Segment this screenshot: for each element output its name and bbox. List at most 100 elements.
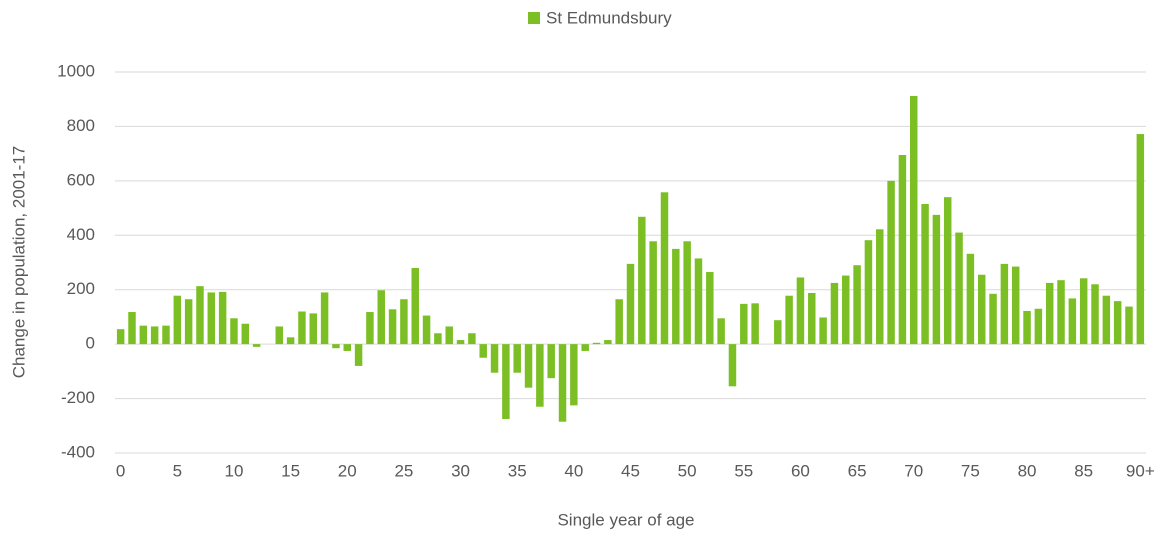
- bar: [490, 344, 499, 373]
- bar: [921, 203, 929, 345]
- bar: [570, 344, 578, 406]
- bar: [649, 241, 657, 345]
- y-axis-label: Change in population, 2001-17: [9, 146, 28, 379]
- x-tick-label: 65: [848, 461, 867, 480]
- bar: [298, 311, 306, 345]
- x-tick-label: 10: [225, 461, 244, 480]
- bar: [638, 216, 646, 345]
- bar: [343, 344, 351, 351]
- bar: [536, 344, 544, 407]
- bar: [672, 248, 680, 345]
- bar: [706, 272, 714, 345]
- bar: [1125, 306, 1133, 345]
- bar: [1136, 134, 1145, 345]
- bar: [581, 344, 589, 351]
- bar: [547, 344, 555, 379]
- x-tick-label: 60: [791, 461, 810, 480]
- y-tick-label: 0: [86, 334, 95, 353]
- bar: [184, 299, 193, 345]
- x-tick-label: 55: [734, 461, 753, 480]
- x-tick-label: 15: [281, 461, 300, 480]
- bar: [1045, 282, 1054, 345]
- bar: [218, 291, 227, 345]
- x-tick-label: 30: [451, 461, 470, 480]
- bar: [116, 329, 125, 345]
- bar: [411, 267, 419, 345]
- bar: [388, 309, 397, 345]
- bar: [434, 333, 442, 345]
- bar: [332, 344, 340, 349]
- x-axis-label: Single year of age: [557, 510, 694, 529]
- x-tick-label: 40: [564, 461, 583, 480]
- bar: [1000, 263, 1009, 345]
- bar: [853, 265, 861, 345]
- bar: [615, 299, 623, 345]
- bar: [128, 312, 136, 345]
- bar: [354, 344, 363, 366]
- bar: [275, 326, 284, 345]
- bar: [943, 197, 952, 345]
- bar: [808, 292, 816, 345]
- bar: [1034, 308, 1043, 345]
- bar: [1079, 278, 1088, 345]
- y-tick-label: -200: [61, 388, 95, 407]
- bar: [150, 326, 159, 345]
- bar: [932, 214, 941, 345]
- bar: [1068, 298, 1077, 345]
- bar: [173, 295, 182, 345]
- bar: [955, 232, 963, 345]
- bar: [252, 344, 261, 347]
- x-tick-label: 90+: [1126, 461, 1155, 480]
- x-tick-label: 35: [508, 461, 527, 480]
- bar: [241, 323, 250, 345]
- y-tick-label: 600: [67, 170, 95, 189]
- bar: [366, 312, 374, 345]
- bar: [842, 275, 850, 345]
- x-tick-label: 0: [116, 461, 125, 480]
- bar: [445, 326, 453, 345]
- legend-label: St Edmundsbury: [546, 8, 672, 27]
- y-tick-label: 200: [67, 279, 95, 298]
- bar: [422, 315, 431, 345]
- bar: [207, 292, 216, 345]
- bar: [694, 258, 703, 345]
- x-tick-label: 70: [904, 461, 923, 480]
- bar: [728, 344, 737, 387]
- bar: [864, 240, 873, 345]
- bar: [320, 292, 329, 345]
- x-tick-label: 45: [621, 461, 640, 480]
- bar: [683, 241, 691, 345]
- bar: [230, 318, 238, 345]
- bar: [887, 180, 895, 345]
- x-tick-label: 75: [961, 461, 980, 480]
- bar: [1102, 295, 1111, 345]
- bar: [524, 344, 533, 388]
- bar: [286, 337, 295, 345]
- bar: [196, 286, 204, 345]
- x-tick-label: 85: [1074, 461, 1093, 480]
- bar: [717, 318, 725, 345]
- bar: [592, 342, 601, 345]
- y-tick-label: 800: [67, 116, 95, 135]
- bar: [377, 290, 385, 345]
- x-tick-label: 50: [678, 461, 697, 480]
- bar: [830, 282, 839, 345]
- y-tick-label: 400: [67, 225, 95, 244]
- bar: [898, 155, 907, 345]
- y-tick-label: -400: [61, 442, 95, 461]
- bar: [513, 344, 521, 373]
- bar: [604, 340, 612, 345]
- bar: [309, 313, 318, 345]
- bar: [977, 274, 986, 345]
- bar: [1057, 280, 1065, 345]
- bar: [910, 95, 918, 345]
- bar: [400, 299, 408, 345]
- legend-swatch: [528, 12, 540, 24]
- bar: [966, 253, 975, 345]
- x-tick-label: 25: [394, 461, 413, 480]
- bar: [162, 325, 170, 345]
- bar: [139, 325, 148, 345]
- y-tick-label: 1000: [57, 61, 95, 80]
- bar: [1023, 310, 1031, 345]
